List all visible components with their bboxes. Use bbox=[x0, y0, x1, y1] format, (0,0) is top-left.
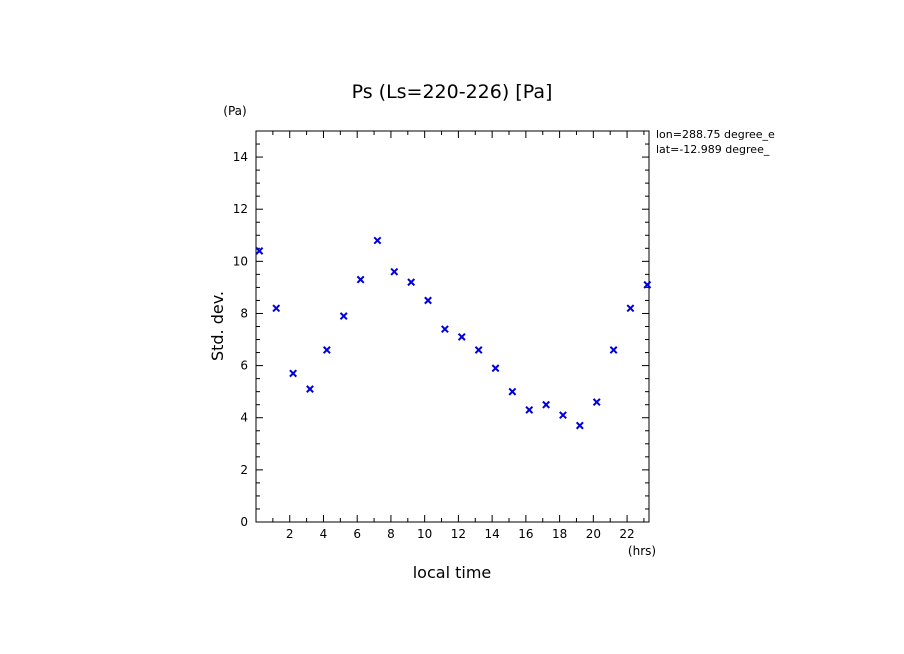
data-point bbox=[390, 267, 399, 276]
data-point bbox=[508, 387, 517, 396]
data-point bbox=[322, 346, 331, 354]
data-point-stroke bbox=[306, 385, 314, 393]
data-points bbox=[255, 236, 652, 430]
y-tick-label: 10 bbox=[233, 254, 248, 268]
data-point-stroke bbox=[441, 325, 449, 334]
data-point-stroke bbox=[643, 280, 652, 289]
data-point bbox=[373, 236, 382, 245]
y-axis-unit: (Pa) bbox=[223, 104, 246, 118]
x-tick-label: 12 bbox=[451, 527, 466, 541]
data-point bbox=[289, 369, 298, 378]
y-tick-label: 4 bbox=[240, 411, 248, 425]
data-point-stroke bbox=[390, 267, 399, 276]
data-point bbox=[491, 364, 500, 373]
y-tick-label: 6 bbox=[240, 359, 248, 373]
data-point-stroke bbox=[508, 387, 517, 396]
data-point bbox=[592, 398, 601, 407]
x-axis-unit: (hrs) bbox=[628, 544, 656, 558]
chart-title: Ps (Ls=220-226) [Pa] bbox=[352, 81, 553, 103]
data-point-stroke bbox=[491, 364, 500, 373]
data-point-stroke bbox=[609, 346, 618, 354]
data-point bbox=[441, 325, 449, 334]
data-point bbox=[525, 406, 534, 414]
ticks-layer: 2 4 6 8 10 12 14 16 18 20 22 0 2 4 6 8 10 12 14 bbox=[233, 130, 649, 541]
x-tick-label: 18 bbox=[552, 527, 567, 541]
x-tick-label: 20 bbox=[586, 527, 601, 541]
y-tick-label: 0 bbox=[240, 515, 248, 529]
annotation-lon: lon=288.75 degree_e bbox=[656, 128, 775, 141]
x-tick-label: 10 bbox=[417, 527, 432, 541]
data-point bbox=[643, 280, 652, 289]
x-tick-label: 22 bbox=[619, 527, 634, 541]
data-point-stroke bbox=[373, 236, 382, 245]
data-point-stroke bbox=[272, 304, 281, 313]
data-point-stroke bbox=[542, 400, 551, 409]
annotation-lat: lat=-12.989 degree_ bbox=[656, 143, 770, 156]
data-point bbox=[407, 278, 416, 287]
y-tick-label: 8 bbox=[240, 306, 248, 320]
data-point bbox=[356, 275, 365, 284]
data-point-stroke bbox=[424, 296, 432, 305]
data-point-stroke bbox=[255, 246, 264, 255]
data-point-stroke bbox=[356, 275, 365, 284]
x-tick-label: 8 bbox=[387, 527, 395, 541]
data-point bbox=[272, 304, 281, 313]
x-tick-label: 14 bbox=[484, 527, 499, 541]
x-tick-label: 2 bbox=[286, 527, 294, 541]
y-tick-label: 14 bbox=[233, 150, 248, 164]
data-point bbox=[542, 400, 551, 409]
data-point-stroke bbox=[474, 346, 483, 354]
data-point bbox=[306, 385, 314, 393]
y-axis-label: Std. dev. bbox=[208, 291, 227, 361]
data-point-stroke bbox=[575, 421, 584, 430]
data-point bbox=[609, 346, 618, 354]
plot-frame bbox=[255, 130, 650, 523]
x-tick-label: 16 bbox=[518, 527, 533, 541]
data-point-stroke bbox=[525, 406, 534, 414]
data-point-stroke bbox=[339, 312, 348, 320]
data-point bbox=[474, 346, 483, 354]
data-point-stroke bbox=[407, 278, 416, 287]
data-point bbox=[559, 411, 567, 420]
data-point-stroke bbox=[457, 333, 466, 341]
y-tick-label: 12 bbox=[233, 202, 248, 216]
x-tick-label: 6 bbox=[353, 527, 361, 541]
data-point-stroke bbox=[322, 346, 331, 354]
data-point-stroke bbox=[289, 369, 298, 378]
data-point-stroke bbox=[592, 398, 601, 407]
data-point bbox=[575, 421, 584, 430]
data-point bbox=[255, 246, 264, 255]
y-tick-label: 2 bbox=[240, 463, 248, 477]
x-tick-label: 4 bbox=[320, 527, 328, 541]
x-axis-label: local time bbox=[413, 563, 492, 582]
data-point-stroke bbox=[559, 411, 567, 420]
data-point bbox=[626, 304, 635, 313]
data-point bbox=[339, 312, 348, 320]
data-point-stroke bbox=[626, 304, 635, 313]
data-point bbox=[457, 333, 466, 341]
data-point bbox=[424, 296, 432, 305]
